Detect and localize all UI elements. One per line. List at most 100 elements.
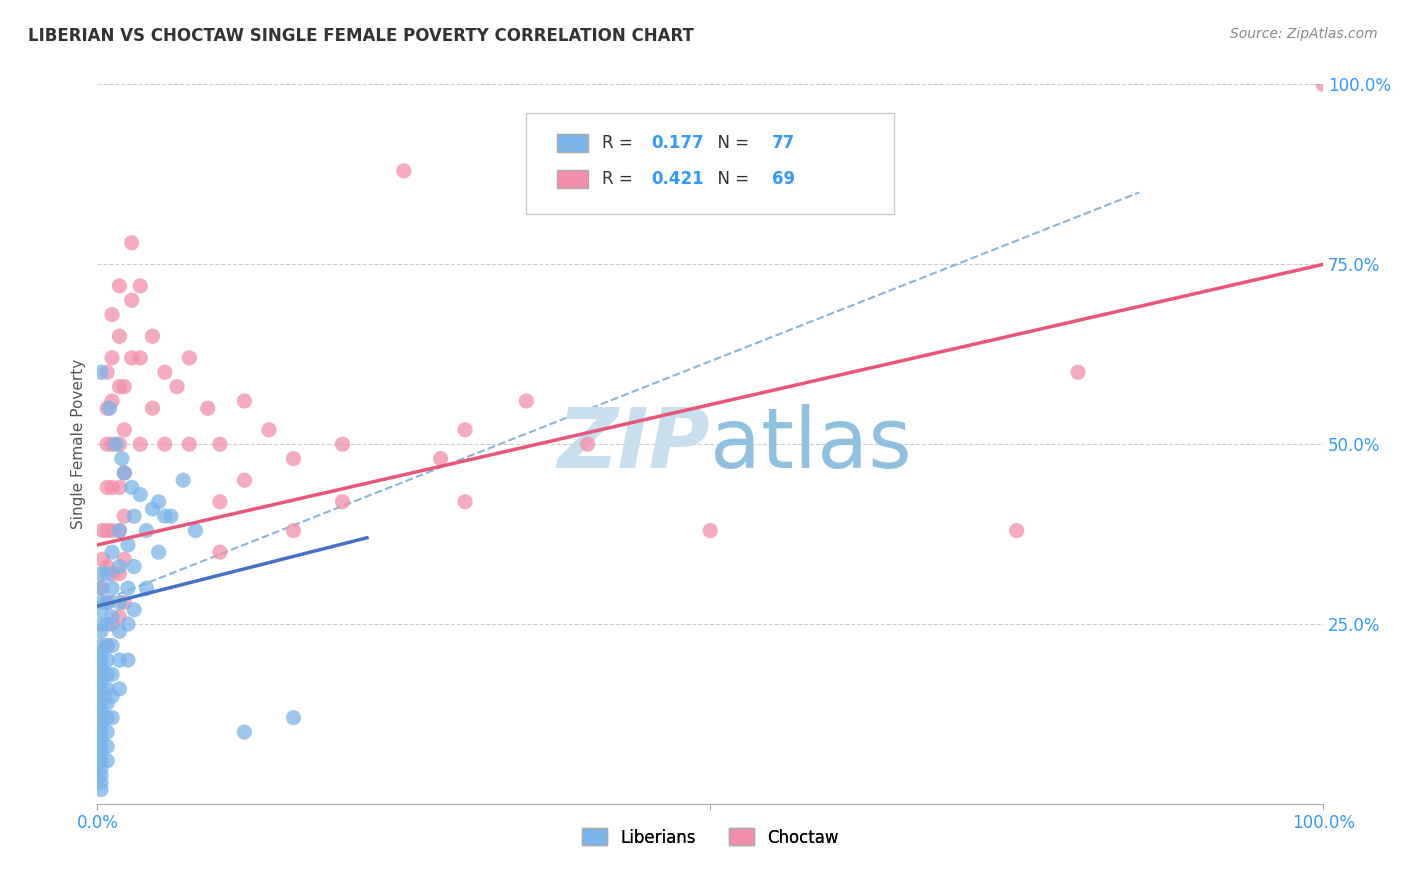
Point bbox=[129, 351, 152, 365]
Point bbox=[90, 782, 112, 797]
Point bbox=[108, 653, 131, 667]
Point bbox=[576, 437, 599, 451]
Point bbox=[129, 279, 152, 293]
Point bbox=[96, 639, 118, 653]
Point bbox=[141, 502, 163, 516]
Point bbox=[90, 696, 112, 710]
Point bbox=[90, 566, 112, 581]
Point bbox=[429, 451, 451, 466]
Text: Source: ZipAtlas.com: Source: ZipAtlas.com bbox=[1230, 27, 1378, 41]
Point bbox=[101, 711, 124, 725]
Point bbox=[96, 667, 118, 681]
Point bbox=[122, 559, 145, 574]
Point bbox=[208, 437, 231, 451]
Point bbox=[233, 473, 256, 487]
Point bbox=[392, 163, 415, 178]
Point bbox=[148, 545, 170, 559]
Point bbox=[1005, 524, 1028, 538]
Point bbox=[233, 394, 256, 409]
Point bbox=[112, 379, 135, 393]
Point bbox=[96, 653, 118, 667]
Point bbox=[172, 473, 194, 487]
Y-axis label: Single Female Poverty: Single Female Poverty bbox=[72, 359, 86, 529]
Point bbox=[122, 603, 145, 617]
Point bbox=[112, 509, 135, 524]
Text: 0.421: 0.421 bbox=[651, 170, 704, 188]
Point bbox=[91, 524, 114, 538]
Point bbox=[135, 581, 157, 595]
Point bbox=[101, 394, 124, 409]
Point bbox=[90, 624, 112, 639]
Point bbox=[101, 617, 124, 632]
Point bbox=[90, 595, 112, 609]
Point bbox=[112, 466, 135, 480]
Point bbox=[208, 495, 231, 509]
Point bbox=[108, 595, 131, 609]
Point bbox=[90, 775, 112, 789]
Point bbox=[111, 451, 134, 466]
Point bbox=[90, 667, 112, 681]
Point bbox=[153, 509, 176, 524]
Point bbox=[108, 329, 131, 343]
Point bbox=[101, 639, 124, 653]
Point bbox=[108, 610, 131, 624]
Point bbox=[101, 545, 124, 559]
Point bbox=[179, 351, 201, 365]
Point bbox=[233, 725, 256, 739]
Point bbox=[283, 524, 305, 538]
Point bbox=[104, 437, 127, 451]
Point bbox=[96, 639, 118, 653]
FancyBboxPatch shape bbox=[526, 113, 894, 214]
Point bbox=[208, 545, 231, 559]
Point bbox=[117, 581, 139, 595]
Text: 77: 77 bbox=[772, 135, 794, 153]
Point bbox=[101, 524, 124, 538]
Point bbox=[91, 581, 114, 595]
Point bbox=[112, 552, 135, 566]
Point bbox=[90, 365, 112, 379]
Point bbox=[1067, 365, 1090, 379]
Point bbox=[117, 538, 139, 552]
Point bbox=[96, 725, 118, 739]
Point bbox=[96, 365, 118, 379]
Point bbox=[108, 437, 131, 451]
Point bbox=[197, 401, 219, 416]
Point bbox=[101, 610, 124, 624]
Point bbox=[96, 401, 118, 416]
Point bbox=[112, 595, 135, 609]
Point bbox=[141, 329, 163, 343]
Point bbox=[96, 681, 118, 696]
Point bbox=[96, 566, 118, 581]
Point bbox=[108, 559, 131, 574]
Point bbox=[153, 365, 176, 379]
Point bbox=[90, 653, 112, 667]
Point bbox=[454, 423, 477, 437]
Point bbox=[121, 351, 143, 365]
Point bbox=[90, 681, 112, 696]
Point bbox=[179, 437, 201, 451]
Point bbox=[135, 524, 157, 538]
Point bbox=[332, 495, 354, 509]
Point bbox=[96, 524, 118, 538]
Point bbox=[112, 423, 135, 437]
FancyBboxPatch shape bbox=[557, 135, 588, 153]
Point bbox=[90, 732, 112, 747]
Point bbox=[90, 639, 112, 653]
Point bbox=[121, 293, 143, 308]
Point bbox=[117, 617, 139, 632]
Point bbox=[90, 689, 112, 703]
Point bbox=[112, 466, 135, 480]
Point bbox=[108, 681, 131, 696]
Point bbox=[90, 617, 112, 632]
Text: N =: N = bbox=[707, 170, 754, 188]
Point bbox=[515, 394, 537, 409]
Point bbox=[101, 480, 124, 494]
Point bbox=[153, 437, 176, 451]
Point bbox=[141, 401, 163, 416]
Point bbox=[283, 711, 305, 725]
Point bbox=[90, 711, 112, 725]
Point bbox=[108, 524, 131, 538]
Point bbox=[90, 703, 112, 717]
Point bbox=[96, 595, 118, 609]
Point bbox=[166, 379, 188, 393]
